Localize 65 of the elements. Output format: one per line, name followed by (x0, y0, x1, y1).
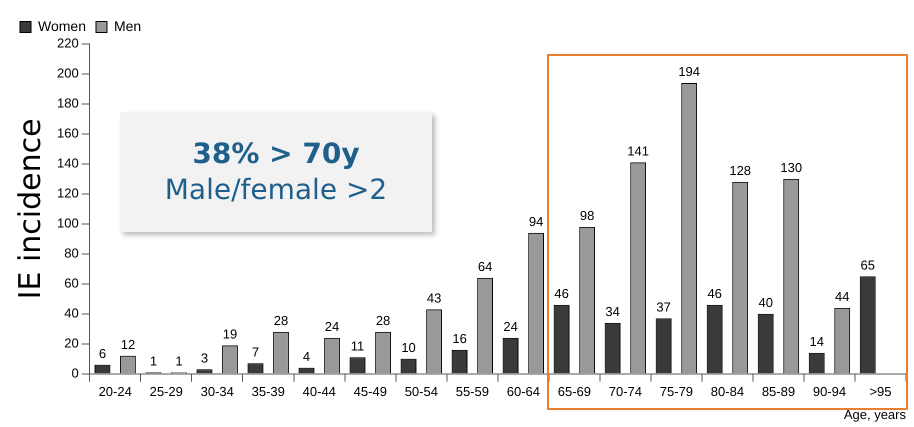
y-tick-label: 60 (64, 275, 79, 290)
y-tick-label: 120 (56, 185, 79, 200)
data-label: 94 (528, 214, 544, 229)
data-label: 19 (222, 326, 238, 342)
x-tick-label: 60-64 (506, 384, 540, 400)
y-tick-label: 180 (56, 96, 79, 111)
data-label: 34 (605, 304, 620, 319)
x-tick-label: 25-29 (150, 384, 183, 400)
data-label: 37 (656, 299, 671, 314)
x-tick-label: 75-79 (660, 384, 694, 400)
y-tick-label: 0 (71, 365, 79, 380)
y-tick-label: 140 (56, 156, 79, 171)
x-tick-label: 20-24 (98, 384, 132, 400)
y-axis-title: IE incidence (12, 118, 48, 300)
data-label: 141 (627, 144, 649, 159)
x-axis-title: Age, years (844, 406, 906, 422)
data-label: 28 (376, 312, 390, 328)
x-tick-label: 40-44 (302, 384, 336, 400)
x-tick-label: 35-39 (252, 384, 285, 400)
data-label: 43 (426, 290, 442, 306)
data-label: 128 (729, 162, 752, 178)
data-label: 1 (175, 353, 183, 368)
data-label: 46 (554, 286, 569, 301)
data-label: 98 (580, 208, 594, 223)
x-tick-label: 65-69 (558, 384, 591, 400)
data-label: 6 (98, 346, 106, 361)
x-tick-label: >95 (869, 384, 892, 400)
data-label: 130 (780, 160, 802, 175)
y-tick-label: 160 (56, 126, 79, 141)
data-label: 44 (834, 288, 850, 304)
data-label: 194 (678, 64, 700, 80)
data-label: 7 (252, 344, 260, 360)
data-label: 12 (120, 336, 136, 352)
data-label: 16 (452, 330, 467, 346)
x-tick-label: 90-94 (812, 384, 846, 400)
data-label: 10 (401, 340, 416, 355)
data-label: 11 (350, 338, 364, 354)
x-tick-label: 80-84 (710, 384, 744, 400)
x-tick-label: 30-34 (200, 384, 234, 400)
x-tick-label: 85-89 (762, 384, 796, 400)
x-tick-label: 70-74 (608, 384, 642, 400)
legend-label: Women (38, 18, 86, 34)
y-tick-label: 40 (64, 305, 79, 320)
legend-label: Men (114, 18, 142, 34)
data-label: 64 (478, 258, 492, 274)
data-label: 1 (150, 353, 158, 368)
data-label: 46 (707, 286, 722, 301)
x-tick-label: 45-49 (354, 384, 387, 400)
data-label: 28 (274, 312, 288, 328)
data-label: 24 (503, 318, 518, 334)
annotation: 38% > 70y (191, 136, 361, 172)
data-label: 14 (809, 334, 824, 349)
data-label: 24 (324, 318, 340, 334)
y-tick-label: 100 (56, 215, 79, 230)
y-tick-label: 220 (56, 36, 79, 51)
y-tick-label: 80 (64, 245, 79, 260)
y-tick-label: 20 (64, 335, 79, 350)
data-label: 4 (302, 348, 310, 364)
data-label: 3 (200, 350, 208, 366)
data-label: 65 (860, 257, 875, 272)
annotation: Male/female >2 (164, 172, 388, 208)
y-tick-label: 200 (56, 66, 79, 81)
x-tick-label: 55-59 (456, 384, 489, 400)
x-tick-label: 50-54 (404, 384, 438, 400)
data-label: 40 (758, 294, 773, 310)
